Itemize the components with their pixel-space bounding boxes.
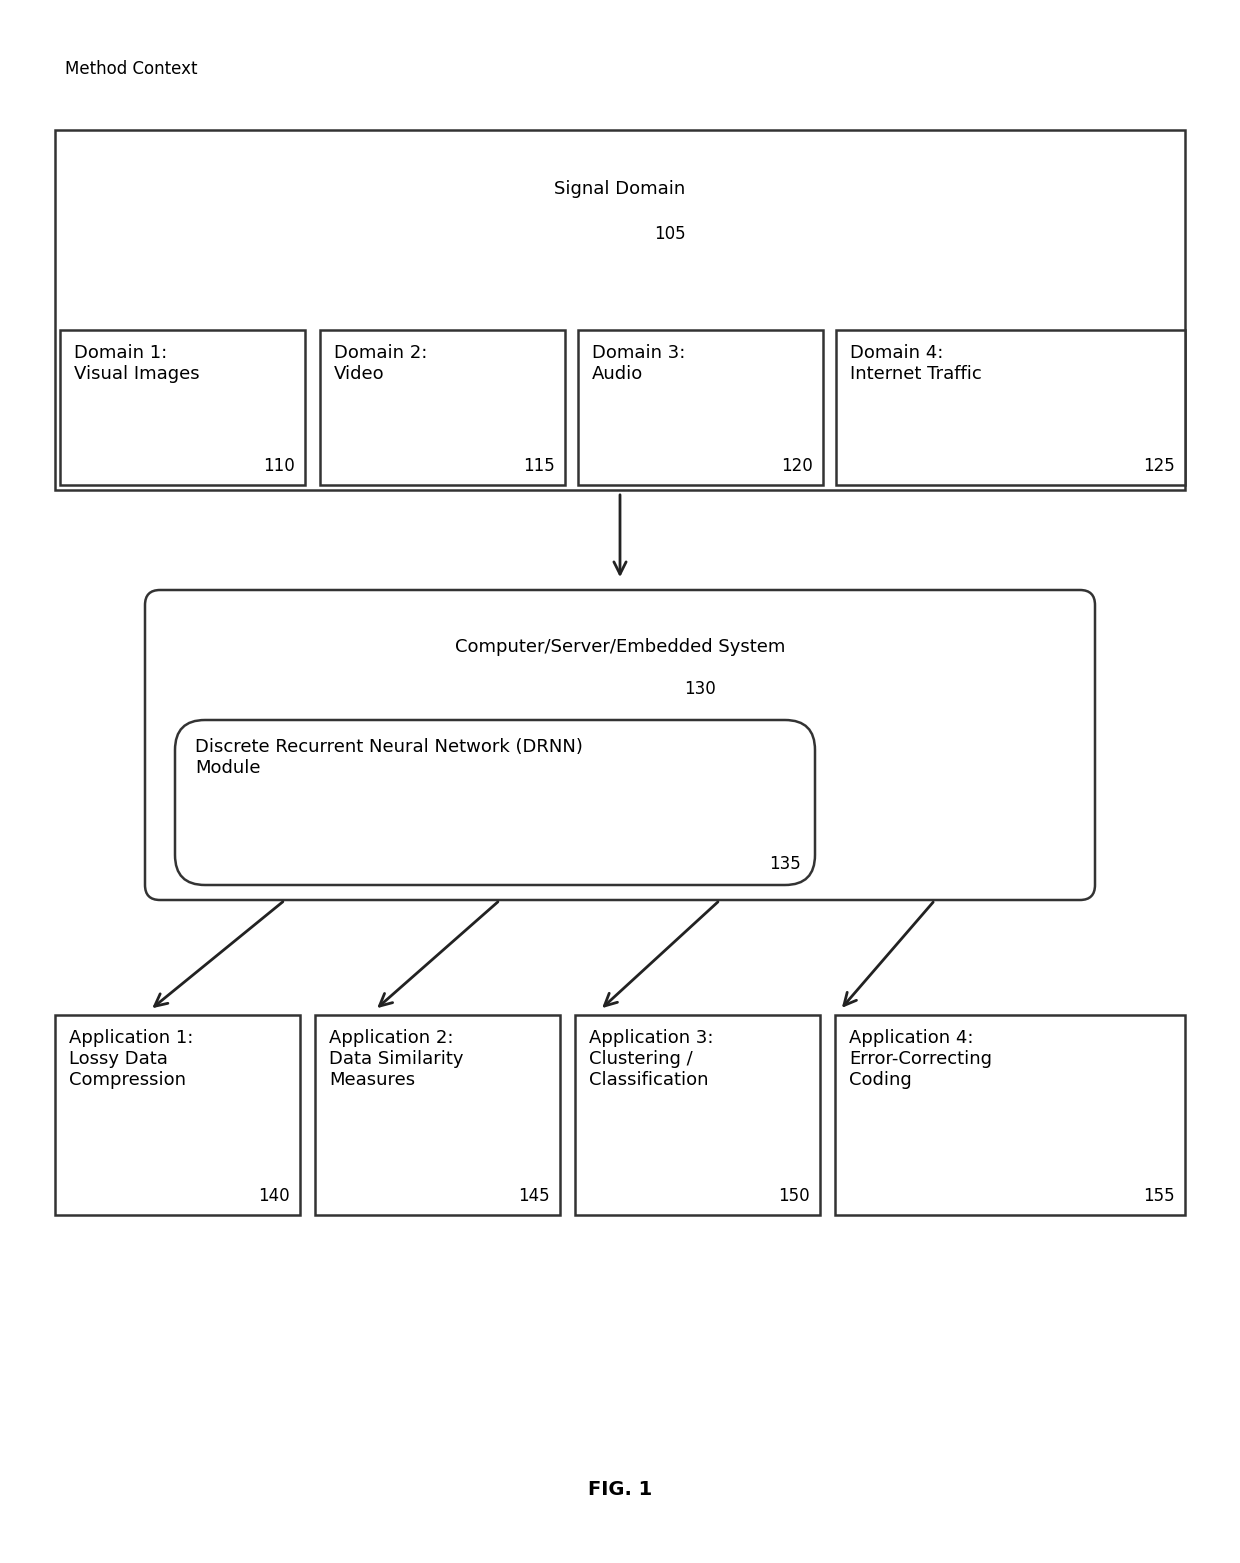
- Text: 115: 115: [523, 456, 556, 475]
- Text: 150: 150: [779, 1186, 810, 1205]
- Bar: [55, 130, 1185, 489]
- Bar: [836, 330, 1185, 485]
- Text: 140: 140: [258, 1186, 290, 1205]
- Text: Signal Domain: Signal Domain: [554, 180, 686, 199]
- Text: Discrete Recurrent Neural Network (DRNN)
Module: Discrete Recurrent Neural Network (DRNN)…: [195, 738, 583, 777]
- Text: 125: 125: [1143, 456, 1176, 475]
- Text: Domain 4:
Internet Traffic: Domain 4: Internet Traffic: [849, 344, 982, 383]
- FancyBboxPatch shape: [175, 721, 815, 885]
- Text: 120: 120: [781, 456, 813, 475]
- Text: Domain 1:
Visual Images: Domain 1: Visual Images: [74, 344, 200, 383]
- Bar: [578, 330, 823, 485]
- Text: 145: 145: [518, 1186, 551, 1205]
- Bar: [55, 1014, 300, 1214]
- Bar: [575, 1014, 820, 1214]
- Text: Application 1:
Lossy Data
Compression: Application 1: Lossy Data Compression: [69, 1028, 193, 1088]
- Bar: [315, 1014, 560, 1214]
- Text: 135: 135: [769, 855, 801, 874]
- Text: 130: 130: [684, 680, 715, 699]
- Text: Computer/Server/Embedded System: Computer/Server/Embedded System: [455, 638, 785, 656]
- Text: FIG. 1: FIG. 1: [588, 1480, 652, 1499]
- Text: Application 2:
Data Similarity
Measures: Application 2: Data Similarity Measures: [329, 1028, 464, 1088]
- Bar: [60, 330, 305, 485]
- Bar: [320, 330, 565, 485]
- FancyBboxPatch shape: [145, 589, 1095, 900]
- Text: 155: 155: [1143, 1186, 1176, 1205]
- Text: 105: 105: [655, 225, 686, 242]
- Text: Application 4:
Error-Correcting
Coding: Application 4: Error-Correcting Coding: [849, 1028, 992, 1088]
- Text: Domain 2:
Video: Domain 2: Video: [334, 344, 428, 383]
- Text: Method Context: Method Context: [64, 59, 197, 78]
- Bar: [835, 1014, 1185, 1214]
- Text: Application 3:
Clustering /
Classification: Application 3: Clustering / Classificati…: [589, 1028, 713, 1088]
- Text: Domain 3:
Audio: Domain 3: Audio: [591, 344, 686, 383]
- Text: 110: 110: [263, 456, 295, 475]
